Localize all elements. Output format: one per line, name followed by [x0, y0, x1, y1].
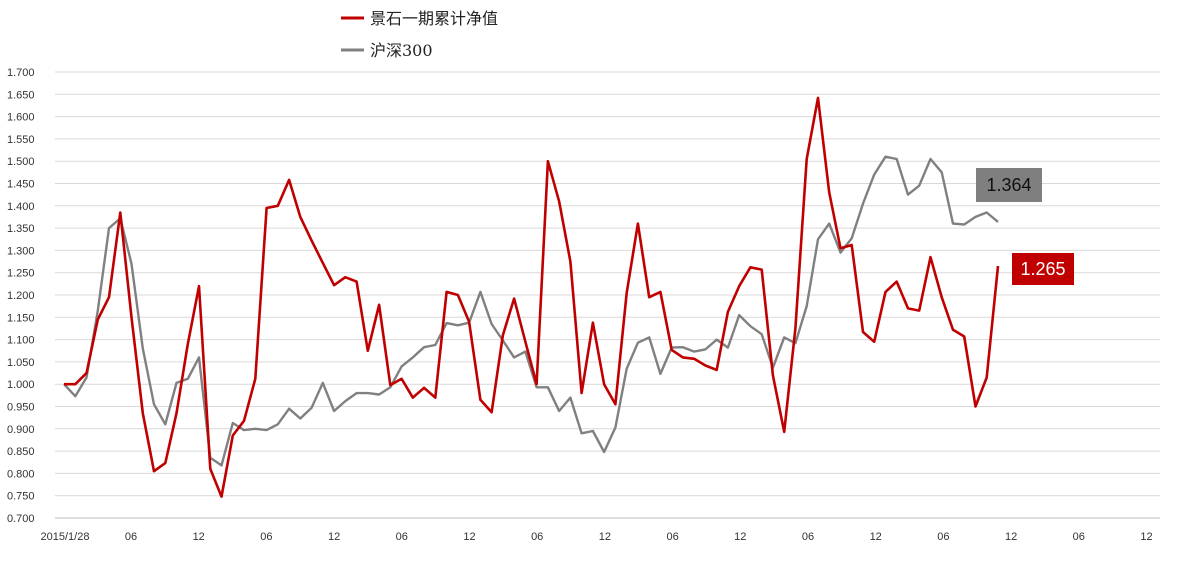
callout-box	[976, 168, 1042, 202]
y-tick-label: 0.800	[7, 468, 35, 480]
legend-label: 沪深300	[370, 41, 433, 60]
y-tick-label: 1.250	[7, 268, 35, 280]
y-tick-label: 0.950	[7, 402, 35, 414]
legend-label: 景石一期累计净值	[370, 9, 498, 28]
y-tick-label: 1.350	[7, 223, 35, 235]
y-tick-label: 1.000	[7, 379, 35, 391]
x-tick-label: 12	[193, 531, 205, 543]
series-lines	[63, 96, 1000, 498]
y-tick-label: 1.600	[7, 112, 35, 124]
x-axis-tick-labels: 2015/1/28 06 12 06 12 06 12 06 12 06 12 06 12 06 12 06 1…	[41, 531, 1153, 543]
x-tick-label: 06	[1073, 531, 1085, 543]
y-tick-label: 0.850	[7, 446, 35, 458]
y-tick-label: 1.700	[7, 67, 35, 79]
y-tick-label: 1.300	[7, 245, 35, 257]
x-tick-label: 12	[870, 531, 882, 543]
x-tick-label: 06	[666, 531, 678, 543]
x-tick-label: 12	[463, 531, 475, 543]
callout-label: 1.265	[1020, 259, 1065, 279]
value-callouts: 1.364 1.265	[976, 168, 1074, 285]
y-tick-label: 1.450	[7, 179, 35, 191]
series-line-jingshi-nav	[64, 96, 1000, 498]
x-tick-label: 06	[802, 531, 814, 543]
y-tick-label: 1.050	[7, 357, 35, 369]
x-tick-label: 06	[260, 531, 272, 543]
x-tick-label: 12	[734, 531, 746, 543]
x-tick-label: 12	[1005, 531, 1017, 543]
y-tick-label: 1.650	[7, 89, 35, 101]
y-tick-label: 1.200	[7, 290, 35, 302]
y-tick-label: 1.500	[7, 156, 35, 168]
series-line-csi300	[63, 155, 999, 467]
x-tick-label: 12	[328, 531, 340, 543]
y-tick-label: 0.900	[7, 424, 35, 436]
gridlines	[55, 71, 1160, 519]
x-tick-label: 06	[396, 531, 408, 543]
x-tick-label: 06	[937, 531, 949, 543]
y-tick-label: 1.100	[7, 335, 35, 347]
y-tick-label: 0.700	[7, 513, 35, 525]
callout-box	[1012, 253, 1074, 285]
x-tick-label: 12	[599, 531, 611, 543]
x-tick-label: 2015/1/28	[41, 531, 90, 543]
y-tick-label: 1.550	[7, 134, 35, 146]
x-tick-label: 12	[1140, 531, 1152, 543]
y-tick-label: 1.150	[7, 312, 35, 324]
callout-label: 1.364	[986, 175, 1031, 195]
x-tick-label: 06	[125, 531, 137, 543]
y-tick-label: 0.750	[7, 491, 35, 503]
y-tick-label: 1.400	[7, 201, 35, 213]
x-tick-label: 06	[531, 531, 543, 543]
y-axis-tick-labels: 1.700 1.650 1.600 1.550 1.500 1.450 1.400 1.350…	[7, 67, 35, 525]
